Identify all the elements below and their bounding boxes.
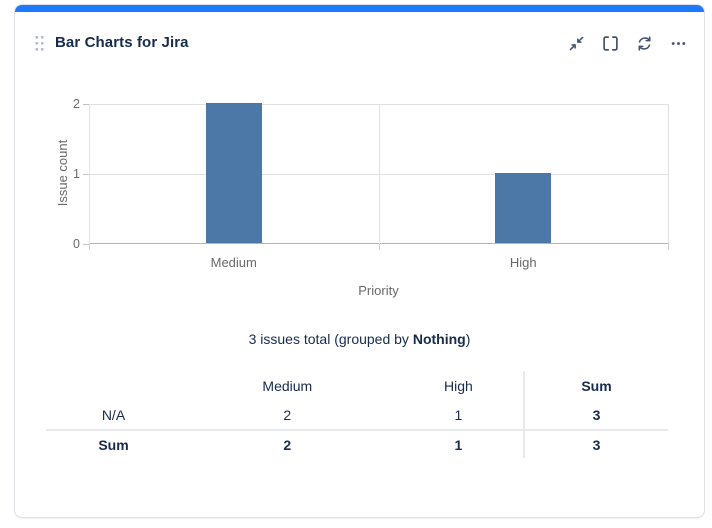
summary-table: Medium High Sum N/A 2 1 3 Sum 2 1 3 — [46, 371, 668, 458]
x-axis-tick — [89, 244, 90, 250]
table-cell: 2 — [283, 406, 292, 423]
y-axis-tick — [83, 244, 89, 245]
summary-group-by-value: Nothing — [412, 331, 466, 347]
fullscreen-button[interactable] — [600, 33, 620, 53]
summary-suffix: ) — [465, 331, 471, 347]
y-tick-label: 1 — [73, 167, 80, 181]
more-options-icon — [670, 35, 687, 52]
plot-area: Issue count Priority 0 1 2 Medium High — [55, 97, 669, 298]
accent-bar — [15, 5, 704, 12]
table-row-label: N/A — [101, 406, 126, 423]
y-axis-tick — [83, 174, 89, 175]
x-category-label: Medium — [210, 255, 257, 270]
gadget-toolbar — [566, 33, 688, 53]
table-row-label: Sum — [46, 429, 181, 458]
refresh-icon — [636, 35, 653, 52]
collapse-button[interactable] — [566, 33, 586, 53]
table-header-cell: High — [443, 377, 473, 394]
x-axis-tick — [378, 244, 380, 250]
gridline-vertical — [668, 104, 669, 244]
x-category-label: High — [509, 255, 537, 270]
more-button[interactable] — [668, 33, 688, 53]
table-cell: 2 — [180, 429, 394, 458]
gadget-title: Bar Charts for Jira — [55, 34, 189, 51]
drag-handle-icon[interactable] — [34, 34, 45, 58]
table-header-cell: Sum — [523, 371, 668, 400]
table-header-cell — [46, 371, 181, 400]
fullscreen-icon — [602, 35, 619, 52]
x-axis-tick — [668, 244, 669, 250]
table-cell: 3 — [523, 429, 668, 458]
table-cell: 1 — [393, 429, 524, 458]
refresh-button[interactable] — [634, 33, 654, 53]
table-cell: 3 — [523, 400, 668, 429]
chart-bar-high[interactable] — [495, 173, 552, 243]
y-tick-label: 0 — [73, 237, 80, 251]
y-axis-tick — [83, 104, 89, 105]
table-header-cell: Medium — [262, 377, 313, 394]
summary-prefix: 3 issues total (grouped by — [248, 331, 413, 347]
gridline-horizontal — [89, 174, 668, 175]
chart-bar-medium[interactable] — [205, 103, 262, 243]
gridline-horizontal — [89, 104, 668, 105]
y-tick-label: 2 — [73, 97, 80, 111]
table-cell: 1 — [454, 406, 463, 423]
collapse-icon — [568, 35, 585, 52]
gadget-card: Bar Charts for Jira — [14, 4, 705, 518]
issues-total-summary: 3 issues total (grouped by Nothing) — [15, 331, 704, 347]
x-axis-title: Priority — [358, 283, 399, 298]
